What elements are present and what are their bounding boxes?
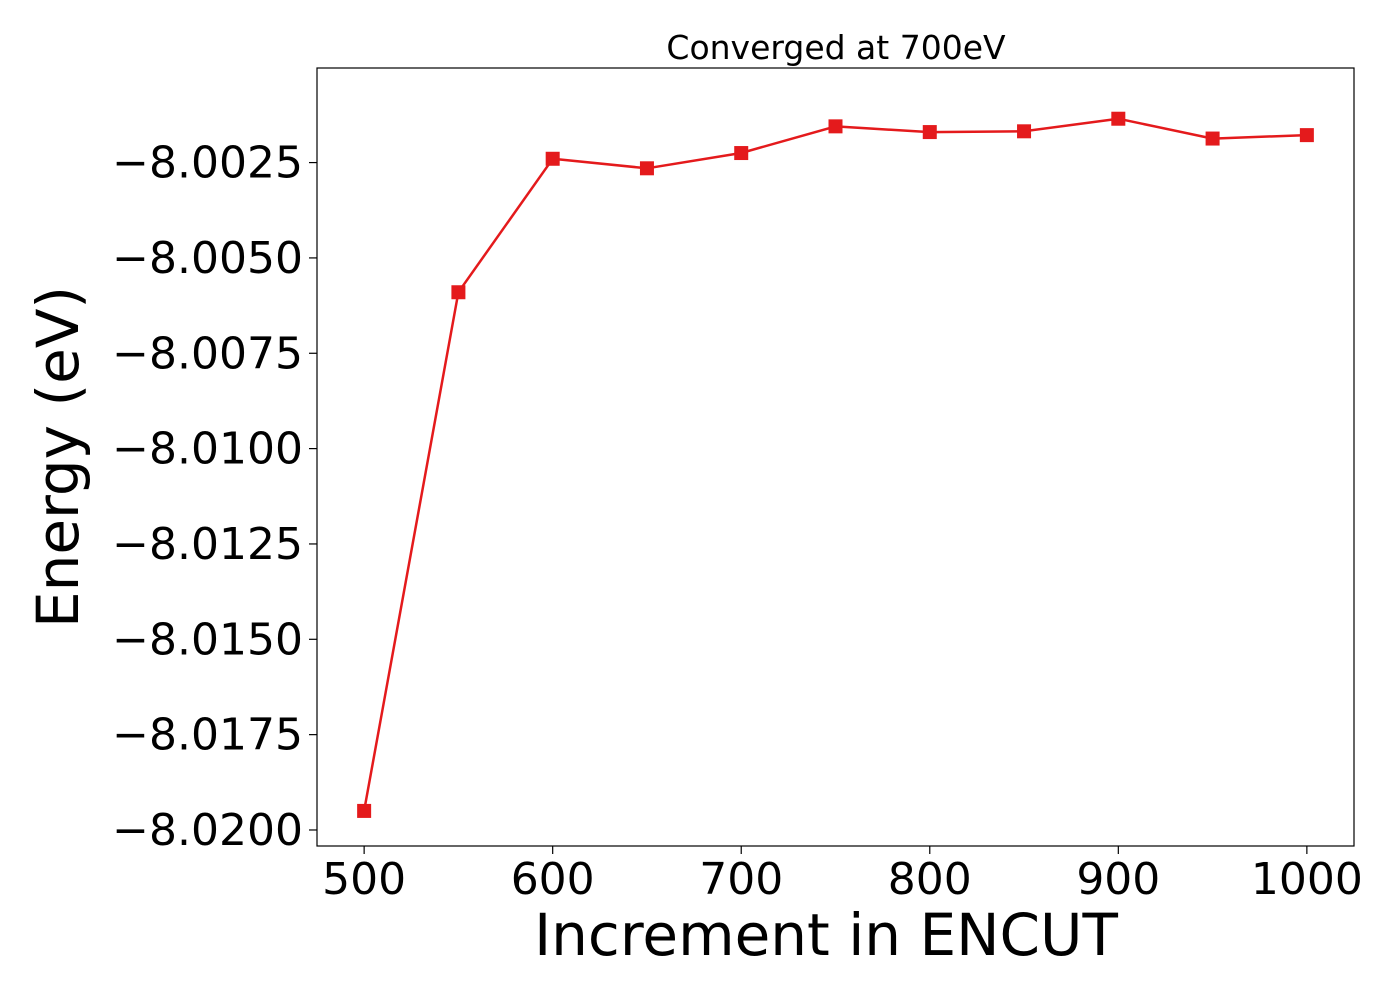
- x-tick-label: 800: [888, 854, 972, 905]
- data-point-marker: [1205, 131, 1220, 146]
- plot-area-frame: [316, 67, 1355, 847]
- y-tick-label: −8.0100: [112, 424, 303, 475]
- y-axis-ticks: −8.0025 −8.0050 −8.0075 −8.0100 −8.0125 −8.01…: [112, 138, 317, 856]
- x-tick-label: 700: [699, 854, 783, 905]
- y-tick-label: −8.0175: [112, 710, 303, 761]
- x-axis-label: Increment in ENCUT: [534, 901, 1118, 969]
- y-tick-label: −8.0200: [112, 805, 303, 856]
- data-point-marker: [922, 125, 937, 140]
- x-axis-ticks: 500 600 700 800 900 1000: [322, 846, 1363, 905]
- x-tick-label: 900: [1076, 854, 1160, 905]
- data-point-marker: [451, 285, 466, 300]
- y-tick-label: −8.0075: [112, 328, 303, 379]
- y-axis-label: Energy (eV): [24, 286, 92, 628]
- data-point-marker: [828, 119, 843, 134]
- data-point-marker: [1299, 128, 1314, 143]
- x-tick-label: 500: [322, 854, 406, 905]
- y-tick-label: −8.0125: [112, 519, 303, 570]
- data-point-marker: [1017, 124, 1032, 139]
- data-point-marker: [734, 146, 749, 161]
- y-tick-label: −8.0050: [112, 233, 303, 284]
- x-tick-label: 600: [511, 854, 595, 905]
- data-point-marker: [357, 803, 372, 818]
- series-layer: [357, 111, 1314, 818]
- data-point-marker: [1111, 111, 1126, 126]
- y-tick-label: −8.0150: [112, 614, 303, 665]
- x-tick-label: 1000: [1251, 854, 1363, 905]
- data-point-marker: [545, 151, 560, 166]
- data-point-marker: [639, 161, 654, 176]
- y-tick-label: −8.0025: [112, 138, 303, 189]
- chart-title: Converged at 700eV: [666, 28, 1006, 67]
